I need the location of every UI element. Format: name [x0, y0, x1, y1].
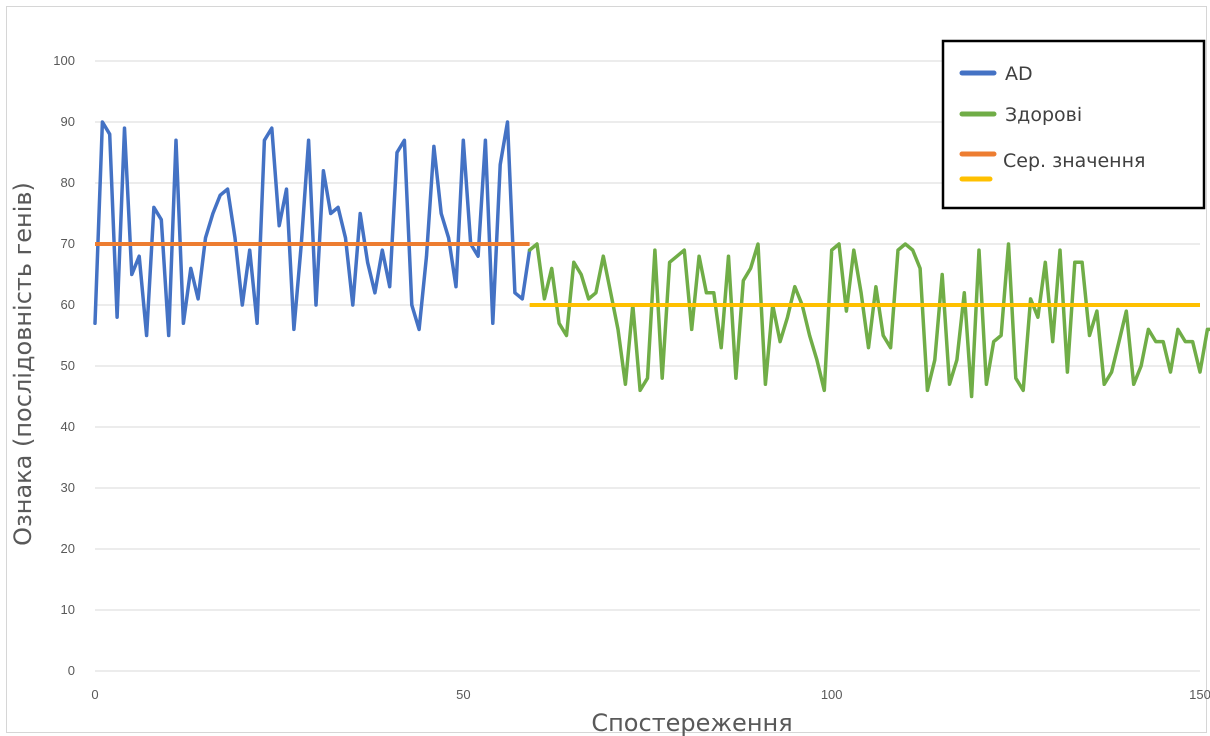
y-tick-label: 50: [61, 358, 75, 373]
y-tick-label: 100: [53, 53, 75, 68]
y-tick-label: 10: [61, 602, 75, 617]
y-tick-label: 90: [61, 114, 75, 129]
x-tick-label: 100: [821, 687, 843, 702]
legend-label-ad: AD: [1005, 63, 1033, 85]
series-line-0: [93, 120, 532, 338]
series-lines: [93, 120, 1210, 399]
x-tick-labels: 0 50 100 150: [91, 687, 1210, 702]
legend: AD Здорові Сер. значення: [941, 39, 1206, 210]
y-tick-label: 70: [61, 236, 75, 251]
y-tick-label: 60: [61, 297, 75, 312]
chart-frame: [6, 6, 1207, 733]
y-axis-title: Ознака (послідовність генів): [9, 182, 37, 546]
y-tick-labels: 0 10 20 30 40 50 60 70 80 90 100: [53, 53, 75, 678]
x-axis-title: Спостереження: [591, 709, 792, 736]
x-tick-label: 50: [456, 687, 470, 702]
y-tick-label: 80: [61, 175, 75, 190]
y-tick-label: 0: [68, 663, 75, 678]
x-tick-label: 150: [1189, 687, 1210, 702]
y-tick-label: 30: [61, 480, 75, 495]
legend-box: [941, 39, 1206, 210]
legend-label-mean: Сер. значення: [1003, 150, 1145, 172]
legend-label-healthy: Здорові: [1005, 104, 1082, 126]
y-tick-label: 40: [61, 419, 75, 434]
series-line-1: [527, 242, 1210, 399]
y-tick-label: 20: [61, 541, 75, 556]
x-tick-label: 0: [91, 687, 98, 702]
